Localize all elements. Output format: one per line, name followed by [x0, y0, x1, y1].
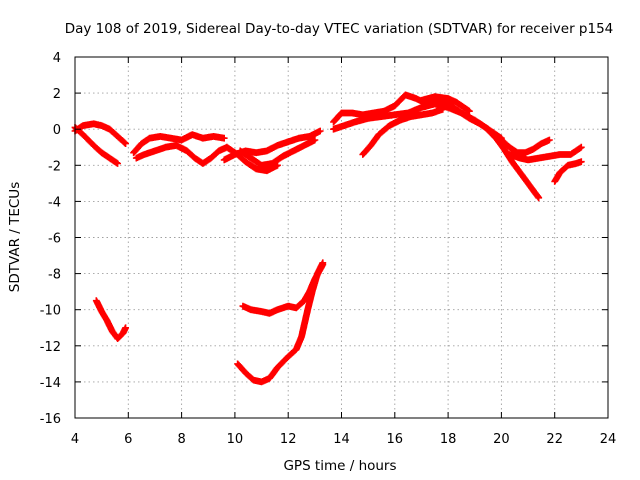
series-track-b-lower [132, 142, 281, 175]
x-tick-label: 6 [124, 432, 132, 447]
y-tick-label: -12 [40, 340, 61, 355]
y-tick-label: -14 [40, 376, 61, 391]
data-point-markers [92, 297, 129, 342]
data-point-markers [234, 259, 327, 386]
y-tick-label: 2 [53, 87, 61, 102]
data-point-markers [506, 143, 585, 164]
data-point-markers [330, 100, 505, 147]
y-tick-label: -8 [48, 268, 61, 283]
x-tick-label: 18 [440, 432, 457, 447]
x-tick-label: 16 [387, 432, 404, 447]
y-tick-label: 0 [53, 123, 61, 138]
x-axis-label: GPS time / hours [283, 458, 396, 474]
series-track-h-tail [498, 136, 553, 157]
x-tick-label: 14 [333, 432, 350, 447]
series-track-e-branch [359, 105, 447, 158]
data-point-markers [482, 124, 543, 202]
grid-lines [75, 57, 608, 418]
y-tick-label: -10 [40, 304, 61, 319]
series-track-k-early [92, 297, 129, 342]
data-point-markers [418, 93, 473, 115]
y-tick-label: -6 [48, 232, 61, 247]
y-axis-label: SDTVAR / TECUs [7, 182, 23, 292]
x-tick-label: 22 [546, 432, 563, 447]
chart-title: Day 108 of 2019, Sidereal Day-to-day VTE… [65, 21, 614, 37]
data-point-markers [130, 131, 228, 157]
series-track-b-upper [130, 131, 228, 157]
x-tick-label: 12 [280, 432, 297, 447]
x-tick-label: 24 [600, 432, 617, 447]
data-point-markers [498, 136, 553, 157]
series-track-j-tail [551, 158, 585, 185]
x-tick-labels: 4 6 8 10 12 14 16 18 20 22 24 [71, 432, 616, 447]
series-track-f [418, 93, 473, 115]
data-point-markers [359, 105, 447, 158]
y-tick-label: 4 [53, 51, 61, 66]
axis-ticks [74, 56, 609, 419]
y-tick-label: -16 [40, 412, 61, 427]
y-tick-label: -2 [48, 159, 61, 174]
x-tick-label: 8 [177, 432, 185, 447]
data-point-markers [132, 142, 281, 175]
series-track-g-desc [482, 124, 543, 202]
series-track-e-lower [330, 100, 505, 147]
x-tick-label: 10 [227, 432, 244, 447]
data-point-markers [236, 136, 319, 169]
y-tick-label: -4 [48, 195, 61, 210]
x-tick-label: 20 [493, 432, 510, 447]
data-point-markers [551, 158, 585, 185]
series-track-d [236, 136, 319, 169]
x-tick-label: 4 [71, 432, 79, 447]
y-tick-labels: 4 2 0 -2 -4 -6 -8 -10 -12 -14 -16 [40, 51, 61, 427]
series-track-i-tail [506, 143, 585, 164]
series-track-m-mid [234, 259, 327, 386]
data-marks [71, 91, 585, 386]
